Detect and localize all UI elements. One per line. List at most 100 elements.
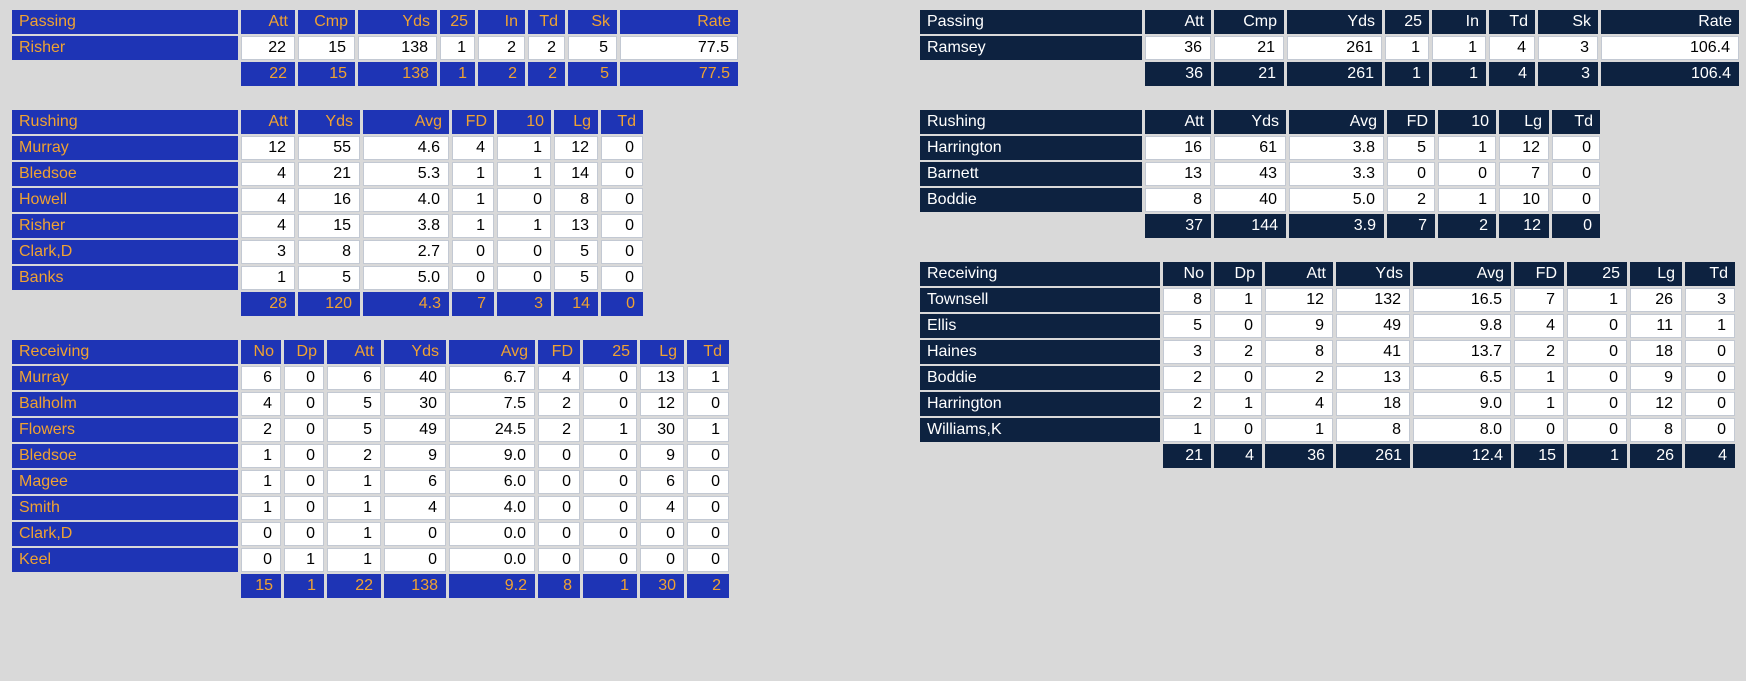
- stat-value: 0: [1567, 340, 1627, 364]
- col-header-fd: FD: [1387, 110, 1435, 134]
- table-row: Boddie 8 40 5.0 2 1 10 0: [920, 188, 1600, 212]
- col-header-td: Td: [1685, 262, 1735, 286]
- col-header-avg: Avg: [363, 110, 449, 134]
- col-header-in: In: [1432, 10, 1486, 34]
- stat-value: 1: [1385, 36, 1429, 60]
- right-receiving-table: Receiving No Dp Att Yds Avg FD 25 Lg Td Townsell 8 1…: [917, 260, 1738, 470]
- stat-value: 24.5: [449, 418, 535, 442]
- total-value: 4: [1214, 444, 1262, 468]
- stat-value: 0: [284, 418, 324, 442]
- total-value: 3: [497, 292, 551, 316]
- receiving-header-row: Receiving No Dp Att Yds Avg FD 25 Lg Td: [920, 262, 1735, 286]
- total-row-spacer: [12, 62, 238, 86]
- stat-value: 1: [1514, 366, 1564, 390]
- table-row: Magee 1 0 1 6 6.0 0 0 6 0: [12, 470, 729, 494]
- table-row: Haines 3 2 8 41 13.7 2 0 18 0: [920, 340, 1735, 364]
- total-value: 261: [1287, 62, 1382, 86]
- col-header-lg: Lg: [554, 110, 598, 134]
- stat-value: 0: [538, 548, 580, 572]
- stat-value: 0: [284, 496, 324, 520]
- col-header-att: Att: [241, 110, 295, 134]
- stat-value: 13: [1145, 162, 1211, 186]
- stat-value: 6: [640, 470, 684, 494]
- stat-value: 0: [284, 522, 324, 546]
- stat-value: 77.5: [620, 36, 738, 60]
- total-value: 1: [1567, 444, 1627, 468]
- stat-value: 8: [298, 240, 360, 264]
- stat-value: 9.0: [1413, 392, 1511, 416]
- stat-value: 8: [1265, 340, 1333, 364]
- stat-value: 16: [298, 188, 360, 212]
- stat-value: 49: [1336, 314, 1410, 338]
- stat-value: 5: [327, 418, 381, 442]
- receiving-header-row: Receiving No Dp Att Yds Avg FD 25 Lg Td: [12, 340, 729, 364]
- stat-value: 61: [1214, 136, 1286, 160]
- total-value: 26: [1630, 444, 1682, 468]
- total-value: 0: [1552, 214, 1600, 238]
- stat-value: 0: [601, 214, 643, 238]
- stat-value: 14: [554, 162, 598, 186]
- stat-value: 2: [1214, 340, 1262, 364]
- col-header-td: Td: [1489, 10, 1535, 34]
- total-value: 1: [1385, 62, 1429, 86]
- stat-value: 261: [1287, 36, 1382, 60]
- col-header-10: 10: [1438, 110, 1496, 134]
- total-value: 15: [241, 574, 281, 598]
- player-name: Bledsoe: [12, 444, 238, 468]
- stat-value: 0: [601, 266, 643, 290]
- stat-value: 2: [538, 392, 580, 416]
- receiving-total-row: 21 4 36 261 12.4 15 1 26 4: [920, 444, 1735, 468]
- stat-value: 0: [640, 522, 684, 546]
- total-value: 15: [298, 62, 355, 86]
- stat-value: 4.6: [363, 136, 449, 160]
- stat-value: 132: [1336, 288, 1410, 312]
- stat-value: 6: [327, 366, 381, 390]
- total-value: 138: [384, 574, 446, 598]
- stat-value: 1: [327, 470, 381, 494]
- stat-value: 1: [1438, 136, 1496, 160]
- passing-header-row: Passing Att Cmp Yds 25 In Td Sk Rate: [12, 10, 738, 34]
- stat-value: 4: [241, 162, 295, 186]
- total-row-spacer: [12, 292, 238, 316]
- total-value: 28: [241, 292, 295, 316]
- col-header-avg: Avg: [449, 340, 535, 364]
- player-name: Clark,D: [12, 522, 238, 546]
- stat-value: 0: [601, 188, 643, 212]
- stat-value: 0: [601, 162, 643, 186]
- stat-value: 1: [497, 214, 551, 238]
- stat-value: 0: [241, 522, 281, 546]
- stat-value: 4.0: [363, 188, 449, 212]
- stat-value: 1: [241, 496, 281, 520]
- stat-value: 5: [568, 36, 617, 60]
- player-name: Haines: [920, 340, 1160, 364]
- player-name: Ramsey: [920, 36, 1142, 60]
- player-name: Flowers: [12, 418, 238, 442]
- stat-value: 0: [284, 366, 324, 390]
- stat-value: 3: [1538, 36, 1598, 60]
- table-row: Boddie 2 0 2 13 6.5 1 0 9 0: [920, 366, 1735, 390]
- col-header-yds: Yds: [358, 10, 437, 34]
- player-name: Smith: [12, 496, 238, 520]
- stat-value: 1: [497, 136, 551, 160]
- total-value: 5: [568, 62, 617, 86]
- stat-value: 138: [358, 36, 437, 60]
- col-header-cmp: Cmp: [298, 10, 355, 34]
- stat-value: 0: [241, 548, 281, 572]
- total-value: 4: [1489, 62, 1535, 86]
- total-value: 22: [241, 62, 295, 86]
- receiving-total-row: 15 1 22 138 9.2 8 1 30 2: [12, 574, 729, 598]
- stat-value: 1: [327, 548, 381, 572]
- passing-total-row: 22 15 138 1 2 2 5 77.5: [12, 62, 738, 86]
- table-row: Risher 4 15 3.8 1 1 13 0: [12, 214, 643, 238]
- stat-value: 18: [1336, 392, 1410, 416]
- stat-value: 15: [298, 36, 355, 60]
- total-value: 21: [1163, 444, 1211, 468]
- table-row: Clark,D 3 8 2.7 0 0 5 0: [12, 240, 643, 264]
- stat-value: 30: [384, 392, 446, 416]
- stat-value: 0: [1552, 188, 1600, 212]
- stat-value: 5.0: [363, 266, 449, 290]
- stat-value: 6.7: [449, 366, 535, 390]
- stat-value: 2: [1265, 366, 1333, 390]
- stat-value: 13: [640, 366, 684, 390]
